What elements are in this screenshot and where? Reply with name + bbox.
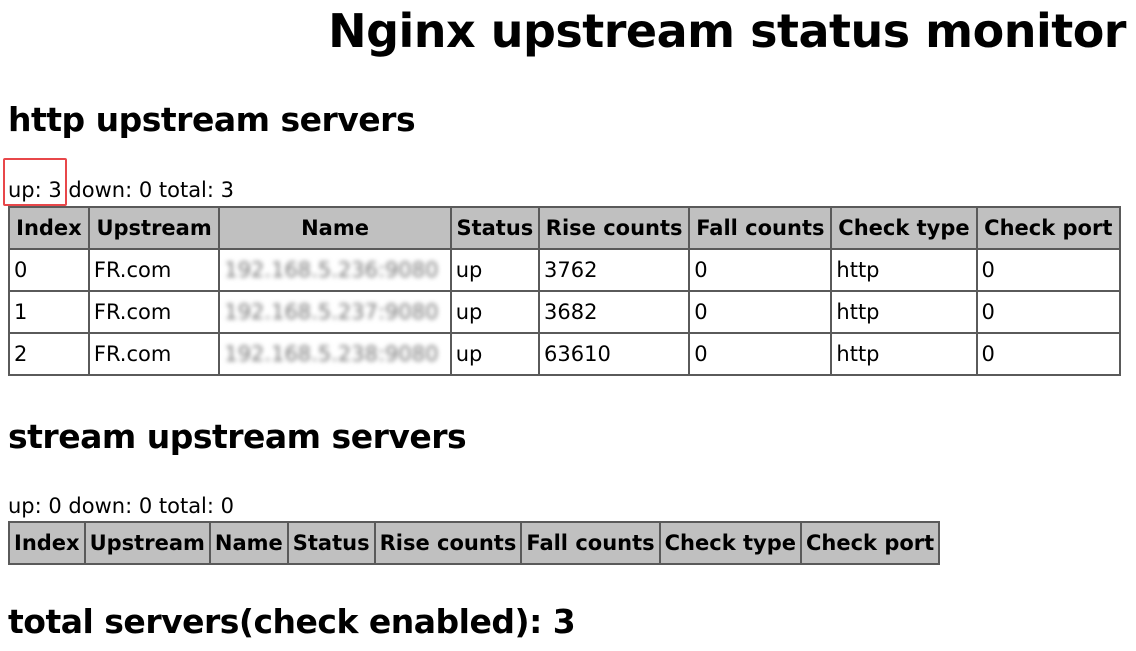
cell-status: up: [449, 290, 541, 334]
column-header-fall-counts: Fall counts: [520, 521, 661, 565]
cell-upstream: FR.com: [87, 332, 221, 376]
column-header-check-port: Check port: [975, 206, 1122, 250]
table-header-row: Index Upstream Name Status Rise counts Fall c…: [8, 521, 941, 565]
cell-fall-counts: 0: [688, 332, 833, 376]
column-header-rise-counts: Rise counts: [373, 521, 523, 565]
column-header-check-port: Check port: [799, 521, 941, 565]
cell-index: 0: [8, 248, 90, 292]
cell-name: 192.168.5.238:9080: [218, 332, 452, 376]
total-servers-heading: total servers(check enabled): 3: [8, 602, 576, 641]
cell-upstream: FR.com: [87, 290, 221, 334]
cell-check-type: http: [830, 290, 978, 334]
cell-check-port: 0: [975, 332, 1122, 376]
cell-rise-counts: 3682: [538, 290, 691, 334]
column-header-name: Name: [218, 206, 452, 250]
column-header-upstream: Upstream: [87, 206, 221, 250]
column-header-index: Index: [8, 521, 86, 565]
cell-status: up: [449, 332, 541, 376]
http-summary: up: 3 down: 0 total: 3: [8, 178, 235, 202]
cell-name: 192.168.5.236:9080: [218, 248, 452, 292]
cell-upstream: FR.com: [87, 248, 221, 292]
column-header-fall-counts: Fall counts: [688, 206, 833, 250]
table-row: 2 FR.com 192.168.5.238:9080 up 63610 0 http 0: [8, 332, 1122, 376]
stream-section-heading: stream upstream servers: [8, 417, 467, 456]
column-header-check-type: Check type: [830, 206, 978, 250]
cell-fall-counts: 0: [688, 248, 833, 292]
http-section-heading: http upstream servers: [8, 100, 416, 139]
page-title: Nginx upstream status monitor: [328, 4, 1126, 58]
cell-name: 192.168.5.237:9080: [218, 290, 452, 334]
cell-check-type: http: [830, 248, 978, 292]
server-address: 192.168.5.238:9080: [224, 342, 439, 366]
server-address: 192.168.5.237:9080: [224, 300, 439, 324]
cell-check-port: 0: [975, 248, 1122, 292]
table-row: 0 FR.com 192.168.5.236:9080 up 3762 0 http 0: [8, 248, 1122, 292]
column-header-name: Name: [208, 521, 289, 565]
cell-index: 1: [8, 290, 90, 334]
column-header-check-type: Check type: [658, 521, 802, 565]
column-header-status: Status: [449, 206, 541, 250]
cell-check-type: http: [830, 332, 978, 376]
highlight-box: [3, 158, 67, 206]
server-address: 192.168.5.236:9080: [224, 258, 439, 282]
table-row: 1 FR.com 192.168.5.237:9080 up 3682 0 http 0: [8, 290, 1122, 334]
column-header-index: Index: [8, 206, 90, 250]
column-header-upstream: Upstream: [83, 521, 211, 565]
column-header-rise-counts: Rise counts: [538, 206, 691, 250]
cell-fall-counts: 0: [688, 290, 833, 334]
cell-index: 2: [8, 332, 90, 376]
cell-check-port: 0: [975, 290, 1122, 334]
table-header-row: Index Upstream Name Status Rise counts Fall c…: [8, 206, 1122, 250]
stream-summary: up: 0 down: 0 total: 0: [8, 494, 235, 518]
http-upstream-table: Index Upstream Name Status Rise counts Fall c…: [8, 206, 1122, 376]
cell-rise-counts: 63610: [538, 332, 691, 376]
stream-upstream-table: Index Upstream Name Status Rise counts Fall c…: [8, 521, 941, 565]
cell-status: up: [449, 248, 541, 292]
column-header-status: Status: [286, 521, 376, 565]
cell-rise-counts: 3762: [538, 248, 691, 292]
